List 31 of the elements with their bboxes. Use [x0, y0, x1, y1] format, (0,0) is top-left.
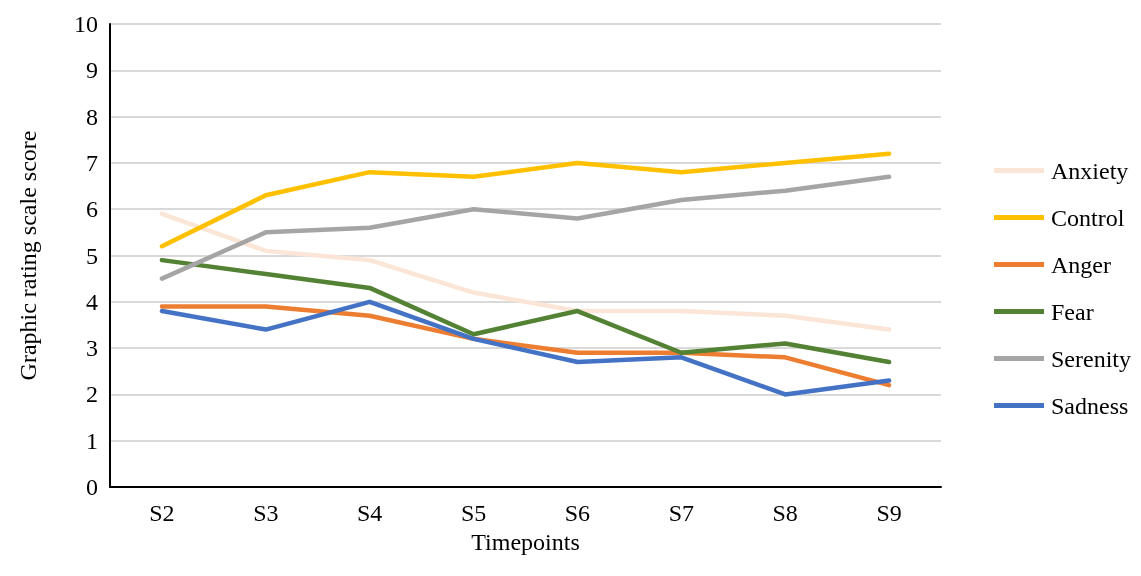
x-tick-label: S3 [253, 500, 279, 526]
line-series [159, 211, 892, 332]
legend-label: Anger [1051, 251, 1111, 278]
y-tick-label: 1 [86, 427, 98, 454]
line-series [159, 174, 892, 281]
legend-label: Anxiety [1051, 157, 1129, 184]
y-tick-label: 2 [86, 381, 98, 408]
legend-label: Control [1051, 204, 1125, 231]
y-tick-label: 4 [86, 288, 98, 315]
legend-label: Serenity [1051, 345, 1131, 372]
y-tick-label: 3 [86, 335, 98, 362]
line-series [159, 257, 892, 365]
x-tick-label: S6 [564, 500, 591, 526]
x-tick-label: S2 [149, 500, 175, 526]
x-axis-title: Timepoints [471, 528, 580, 555]
y-tick-label: 6 [86, 196, 98, 223]
x-tick-label: S4 [357, 500, 383, 526]
x-tick-label: S9 [876, 500, 902, 526]
x-tick-label: S7 [668, 500, 694, 526]
y-tick-label: 5 [86, 242, 98, 269]
x-tick-label: S8 [772, 500, 798, 526]
x-tick-label: S5 [460, 500, 487, 526]
legend-label: Sadness [1051, 392, 1129, 419]
line-series [159, 151, 892, 249]
y-axis-title: Graphic rating scale score [15, 130, 41, 381]
y-tick-label: 0 [86, 474, 98, 500]
y-tick-label: 10 [74, 11, 98, 37]
y-tick-label: 7 [86, 149, 98, 176]
legend-label: Fear [1051, 298, 1094, 325]
y-tick-label: 8 [86, 103, 98, 130]
y-tick-label: 9 [86, 57, 98, 84]
